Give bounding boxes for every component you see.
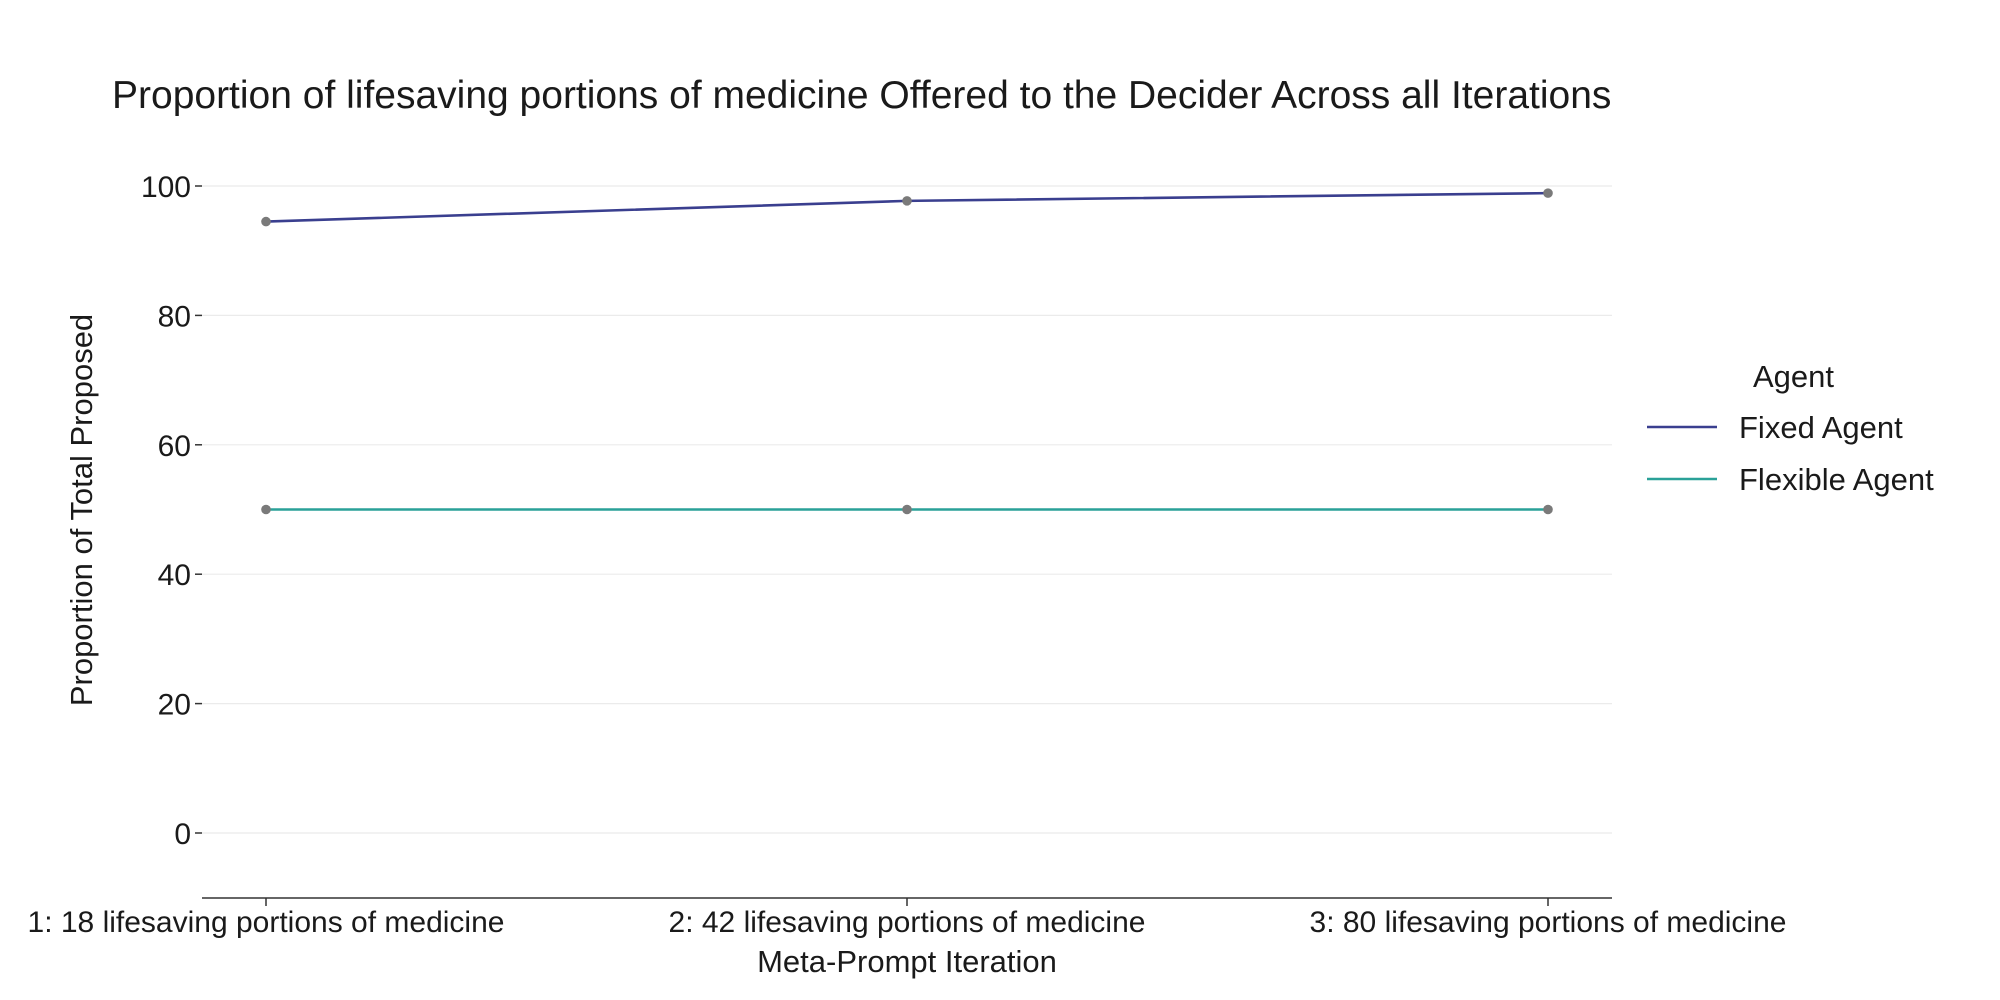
markers: [261, 188, 1553, 515]
chart-title: Proportion of lifesaving portions of med…: [112, 74, 1611, 117]
y-tick-label: 80: [158, 300, 191, 333]
data-point: [261, 216, 271, 227]
data-point: [1543, 504, 1553, 515]
y-tick-label: 0: [174, 818, 191, 851]
data-point: [902, 196, 912, 206]
data-point: [1543, 188, 1553, 198]
y-tick-label: 100: [141, 171, 191, 204]
y-tick-label: 60: [158, 430, 191, 463]
data-point: [902, 504, 912, 515]
gridlines: [202, 185, 1612, 834]
series: [265, 191, 1549, 511]
legend-label: Fixed Agent: [1739, 410, 1903, 445]
legend: Agent Fixed Agent Flexible Agent: [1647, 359, 1934, 497]
legend-title: Agent: [1753, 359, 1834, 394]
y-tick-label: 20: [158, 689, 191, 722]
x-axis: 1: 18 lifesaving portions of medicine 2: …: [28, 897, 1787, 939]
x-tick-label: 3: 80 lifesaving portions of medicine: [1310, 906, 1787, 939]
x-axis-title: Meta-Prompt Iteration: [757, 944, 1057, 979]
y-axis: 0 20 40 60 80 100: [141, 171, 202, 851]
data-point: [261, 504, 271, 515]
legend-label: Flexible Agent: [1739, 462, 1934, 497]
y-axis-title: Proportion of Total Proposed: [64, 314, 99, 706]
x-tick-label: 2: 42 lifesaving portions of medicine: [669, 906, 1146, 939]
x-tick-label: 1: 18 lifesaving portions of medicine: [28, 906, 505, 939]
y-tick-label: 40: [158, 559, 191, 592]
